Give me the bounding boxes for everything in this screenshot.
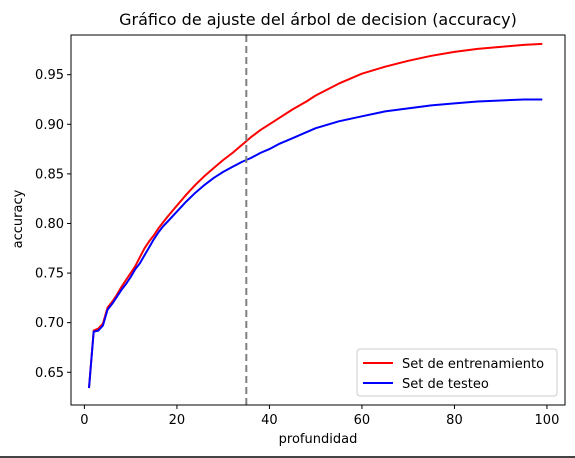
- y-tick-label: 0.70: [35, 316, 64, 331]
- y-axis-label: accuracy: [11, 189, 26, 248]
- series-line-test: [88, 98, 543, 389]
- legend: Set de entrenamiento Set de testeo: [356, 348, 558, 397]
- y-tick-label: 0.95: [35, 68, 64, 83]
- bottom-border: [0, 456, 575, 458]
- y-tick-label: 0.65: [35, 366, 64, 381]
- x-tick-label: 40: [261, 413, 278, 428]
- chart-title: Gráfico de ajuste del árbol de decision …: [119, 10, 517, 29]
- plot-area: [70, 34, 566, 406]
- x-tick-label: 0: [80, 413, 88, 428]
- legend-label-train: Set de entrenamiento: [402, 357, 544, 372]
- y-tick-label: 0.80: [35, 217, 64, 232]
- y-tick-label: 0.75: [35, 267, 64, 282]
- y-tick-label: 0.90: [35, 118, 64, 133]
- x-axis-label: profundidad: [279, 432, 358, 447]
- plot-frame: [70, 34, 566, 406]
- series-layer: [88, 42, 543, 389]
- x-tick-label: 80: [446, 413, 463, 428]
- x-tick-label: 100: [535, 413, 560, 428]
- legend-box: [356, 348, 558, 397]
- y-axis-ticks: 0.65 0.70 0.75 0.80 0.85 0.90 0.95: [35, 68, 71, 381]
- legend-label-test: Set de testeo: [402, 377, 489, 392]
- x-axis-ticks: 0 20 40 60 80 100: [80, 405, 559, 428]
- x-tick-label: 60: [354, 413, 371, 428]
- x-tick-label: 20: [169, 413, 186, 428]
- series-line-train: [88, 42, 543, 389]
- y-tick-label: 0.85: [35, 167, 64, 182]
